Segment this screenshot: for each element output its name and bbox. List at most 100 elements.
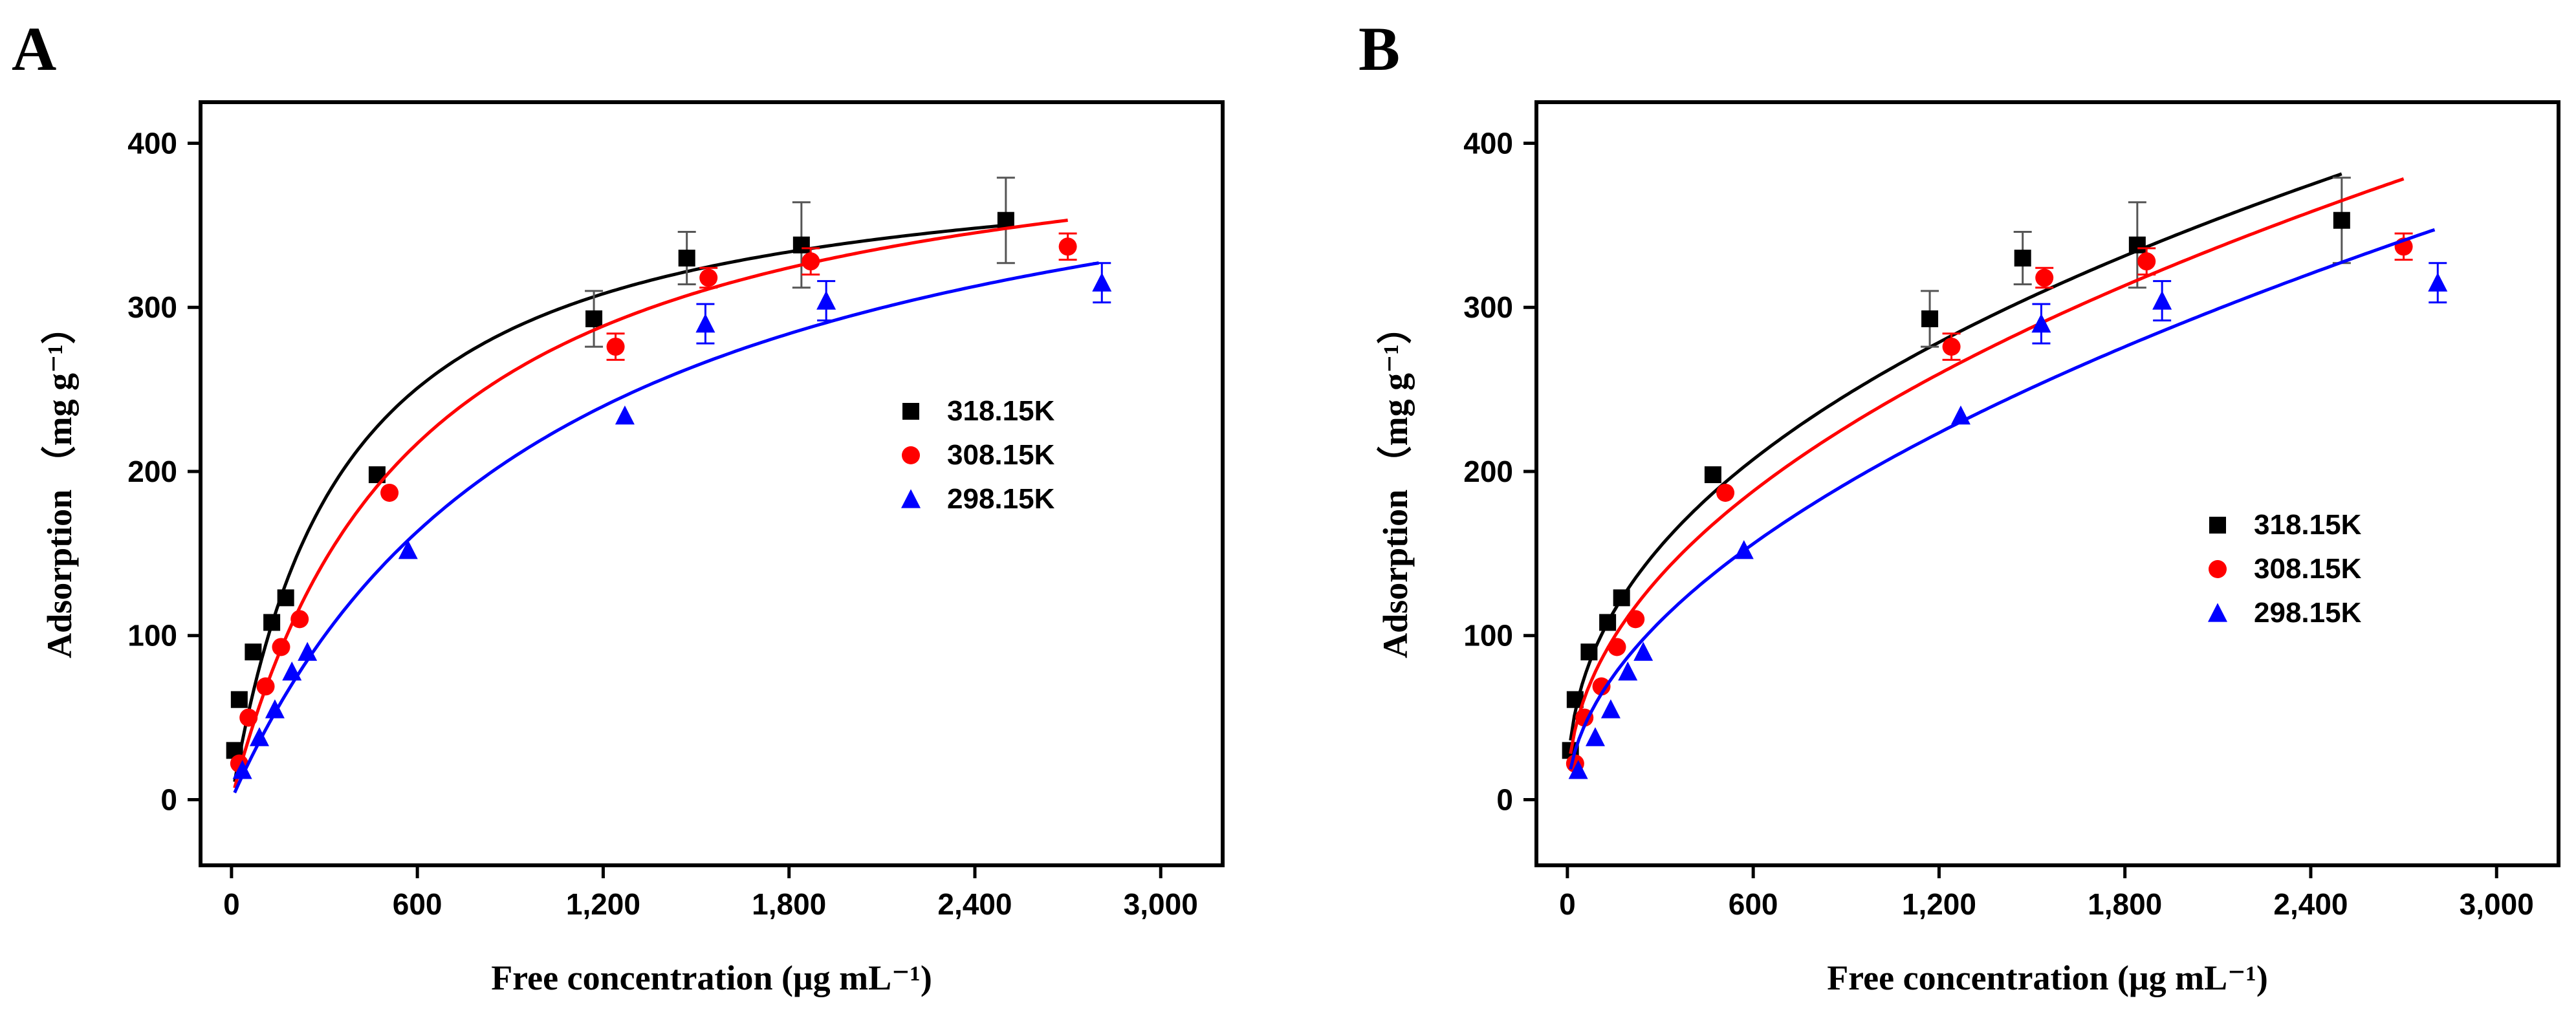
data-point <box>1585 727 1605 746</box>
series-298.15K <box>1568 228 2448 779</box>
data-point <box>1716 483 1735 502</box>
data-point <box>1580 643 1598 661</box>
data-point <box>1734 540 1754 559</box>
data-point <box>585 310 603 327</box>
data-point <box>1568 760 1588 779</box>
x-tick-label: 3,000 <box>2460 887 2534 921</box>
data-point <box>380 483 399 502</box>
data-point <box>2137 252 2156 271</box>
data-point <box>678 250 695 267</box>
fit-curve <box>1569 228 2436 770</box>
series-318.15K <box>1562 172 2351 759</box>
data-point <box>232 760 252 779</box>
x-axis-title: Free concentration (μg mL⁻¹) <box>491 958 932 997</box>
data-point <box>2152 290 2172 310</box>
data-point <box>615 405 635 425</box>
data-point <box>1092 272 1112 292</box>
data-point <box>2035 268 2054 287</box>
data-point <box>1599 614 1617 631</box>
x-tick-label: 1,200 <box>1902 887 1976 921</box>
y-axis-title: Adsorption （mg g⁻¹） <box>1376 309 1415 658</box>
fit-curve <box>1569 172 2342 741</box>
x-tick-label: 600 <box>393 887 442 921</box>
data-point <box>2333 211 2350 229</box>
data-point <box>256 677 275 696</box>
data-point <box>2031 313 2051 333</box>
y-tick-label: 300 <box>1463 290 1513 324</box>
data-point <box>1704 466 1721 484</box>
data-point <box>1600 699 1621 719</box>
data-point <box>2014 250 2031 267</box>
panel-letter: B <box>1359 14 1400 83</box>
x-tick-label: 1,800 <box>752 887 826 921</box>
x-tick-label: 2,400 <box>937 887 1012 921</box>
x-tick-label: 1,800 <box>2088 887 2162 921</box>
data-point <box>606 338 625 356</box>
legend-label: 298.15K <box>2254 597 2362 629</box>
legend-label: 318.15K <box>947 395 1055 427</box>
fit-curve <box>1569 177 2405 754</box>
data-point <box>1942 338 1961 356</box>
data-point <box>1058 237 1077 256</box>
y-tick-label: 400 <box>127 126 177 160</box>
legend-marker <box>2209 517 2226 534</box>
data-point <box>1613 589 1630 607</box>
x-tick-label: 600 <box>1729 887 1778 921</box>
legend-marker <box>902 403 919 420</box>
y-tick-label: 100 <box>127 619 177 653</box>
fit-curve <box>233 219 1068 788</box>
plot-frame <box>1534 100 2560 867</box>
x-axis-title: Free concentration (μg mL⁻¹) <box>1827 958 2268 997</box>
plot-frame <box>199 100 1225 867</box>
data-point <box>1592 677 1611 696</box>
data-point <box>997 211 1014 229</box>
legend-label: 298.15K <box>947 483 1055 515</box>
legend-marker <box>902 446 920 464</box>
y-tick-label: 300 <box>127 290 177 324</box>
data-point <box>1633 642 1654 661</box>
data-point <box>1608 638 1626 656</box>
data-point <box>1618 661 1638 681</box>
series-318.15K <box>226 177 1015 783</box>
legend-label: 318.15K <box>2254 509 2362 541</box>
y-axis-title: Adsorption （mg g⁻¹） <box>40 309 79 658</box>
chart-panel-a: A 0 100 200 300 400 0 600 1,200 1,800 2,400 3,000 Fr… <box>12 14 1225 997</box>
data-point <box>802 252 820 271</box>
data-point <box>298 642 318 661</box>
legend-label: 308.15K <box>2254 553 2362 585</box>
fit-curve <box>233 261 1099 794</box>
data-point <box>1950 405 1970 425</box>
x-tick-label: 0 <box>223 887 240 921</box>
series-298.15K <box>232 261 1112 794</box>
data-point <box>239 708 258 727</box>
x-tick-label: 0 <box>1559 887 1576 921</box>
data-point <box>277 589 294 607</box>
y-tick-label: 200 <box>127 455 177 488</box>
data-point <box>245 643 262 661</box>
data-point <box>263 614 281 631</box>
data-point <box>265 699 285 719</box>
data-point <box>1626 610 1645 629</box>
y-tick-label: 0 <box>1496 783 1513 816</box>
data-point <box>249 727 269 746</box>
series-308.15K <box>230 219 1077 788</box>
data-point <box>699 268 718 287</box>
data-point <box>290 610 309 629</box>
panel-letter: A <box>12 14 56 83</box>
legend-marker <box>901 489 921 508</box>
y-tick-label: 0 <box>160 783 177 816</box>
data-point <box>1921 310 1939 327</box>
x-tick-label: 3,000 <box>1124 887 1198 921</box>
chart-panel-b: B 0 100 200 300 400 0 600 1,200 1,800 2,400 3,000 Fr… <box>1359 14 2560 997</box>
y-tick-label: 400 <box>1463 126 1513 160</box>
y-tick-label: 100 <box>1463 619 1513 653</box>
data-point <box>2128 236 2146 254</box>
series-308.15K <box>1566 177 2413 773</box>
y-tick-label: 200 <box>1463 455 1513 488</box>
data-point <box>2428 272 2448 292</box>
data-point <box>398 540 418 559</box>
data-point <box>792 236 810 254</box>
data-point <box>282 661 302 681</box>
fit-curve <box>233 223 1007 783</box>
